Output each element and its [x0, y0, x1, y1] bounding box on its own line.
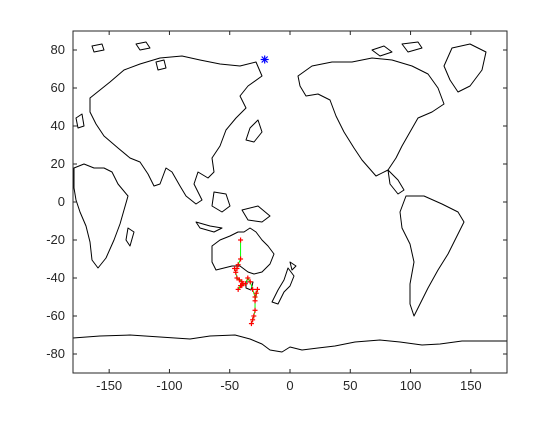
borneo-coastline — [211, 191, 231, 213]
track-point — [252, 307, 258, 313]
y-tick-label: 40 — [51, 118, 65, 133]
madagascar-coastline — [125, 227, 135, 247]
track-point — [251, 313, 257, 319]
x-tick-label: 150 — [460, 378, 482, 393]
track-point — [252, 298, 258, 304]
x-tick-label: -150 — [96, 378, 122, 393]
south-america-coastline — [399, 195, 465, 317]
track-point — [247, 279, 253, 285]
x-tick-label: 50 — [343, 378, 357, 393]
y-tick-label: 0 — [58, 194, 65, 209]
north-america-coastline — [297, 57, 445, 177]
track-point — [250, 317, 256, 323]
new-guinea-coastline — [241, 205, 271, 223]
track-point — [245, 275, 251, 281]
y-tick-label: -60 — [46, 308, 65, 323]
plot-background — [73, 31, 507, 373]
australia-coastline — [211, 227, 275, 275]
africa-coastline — [73, 163, 129, 269]
track-point — [232, 266, 238, 271]
new-zealand-coastline — [271, 267, 295, 305]
central-america-coastline — [387, 169, 405, 195]
track-point — [253, 290, 259, 296]
track-point — [254, 286, 260, 292]
antarctica-coastline — [72, 334, 507, 353]
y-tick-label: 80 — [51, 42, 65, 57]
arctic-islands-coastline — [91, 41, 423, 71]
track-point — [239, 283, 245, 289]
track-point — [248, 321, 254, 327]
track-point — [233, 269, 239, 275]
x-tick-label: -100 — [156, 378, 182, 393]
track-point — [242, 281, 248, 287]
track-point — [235, 262, 241, 268]
y-tick-label: -80 — [46, 346, 65, 361]
indonesia-coastline — [195, 221, 223, 233]
y-tick-label: 60 — [51, 80, 65, 95]
y-tick-label: -40 — [46, 270, 65, 285]
y-tick-label: -20 — [46, 232, 65, 247]
new-caledonia-coastline — [289, 261, 297, 271]
track-point — [235, 286, 241, 292]
y-axis: -80 -60 -40 -20 0 20 40 60 80 — [46, 42, 507, 361]
blue-asterisk-marker — [260, 55, 269, 64]
asterisk-stroke — [261, 56, 269, 63]
eurasia-west-coastline — [89, 55, 263, 205]
x-tick-label: 100 — [400, 378, 422, 393]
data-marks — [232, 55, 269, 327]
track-point — [238, 237, 244, 243]
track-point — [238, 256, 244, 262]
japan-coastline — [245, 119, 263, 143]
x-axis: -150 -100 -50 0 50 100 150 — [96, 31, 482, 393]
x-tick-label: -50 — [220, 378, 239, 393]
greenland-coastline — [443, 43, 487, 93]
x-tick-label: 0 — [286, 378, 293, 393]
track-point — [250, 286, 256, 292]
uk-coastline — [75, 113, 85, 129]
y-tick-label: 20 — [51, 156, 65, 171]
